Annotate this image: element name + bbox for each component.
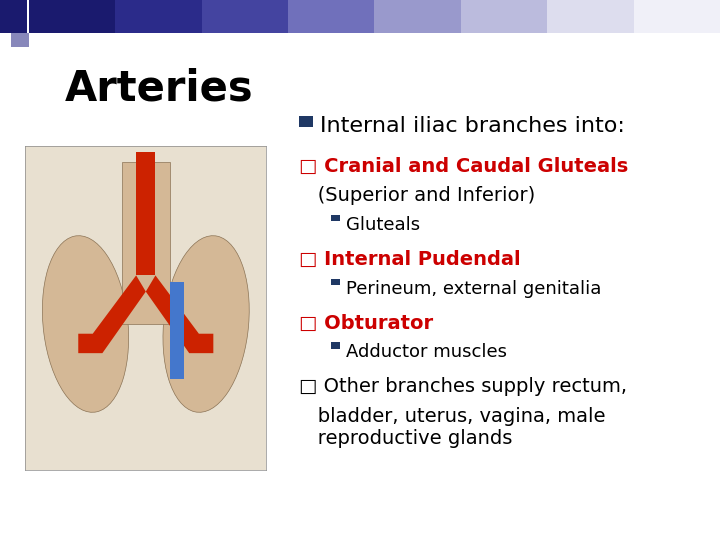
Ellipse shape: [42, 235, 129, 413]
Polygon shape: [145, 275, 213, 353]
Bar: [122, 162, 170, 324]
Polygon shape: [78, 275, 145, 353]
Text: (Superior and Inferior): (Superior and Inferior): [299, 186, 535, 205]
Text: □ Obturator: □ Obturator: [299, 314, 433, 333]
Text: bladder, uterus, vagina, male
   reproductive glands: bladder, uterus, vagina, male reproducti…: [299, 407, 606, 448]
Text: □ Internal Pudendal: □ Internal Pudendal: [299, 250, 521, 269]
Text: □ Other branches supply rectum,: □ Other branches supply rectum,: [299, 377, 627, 396]
Ellipse shape: [163, 235, 249, 413]
Text: Perineum, external genitalia: Perineum, external genitalia: [346, 280, 601, 298]
Text: Gluteals: Gluteals: [346, 216, 420, 234]
Bar: [136, 152, 156, 275]
Text: Adductor muscles: Adductor muscles: [346, 343, 507, 361]
Text: Arteries: Arteries: [65, 68, 253, 110]
Bar: [170, 282, 184, 379]
Text: □ Cranial and Caudal Gluteals: □ Cranial and Caudal Gluteals: [299, 157, 628, 176]
Text: Internal iliac branches into:: Internal iliac branches into:: [320, 116, 625, 136]
